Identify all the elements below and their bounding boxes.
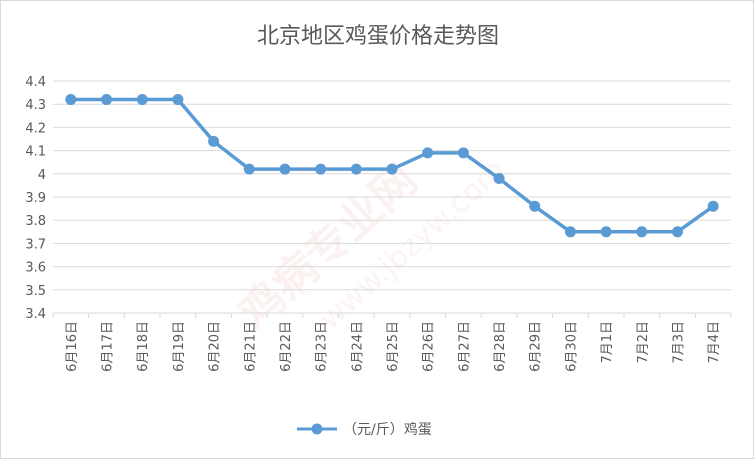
legend-marker: [311, 423, 323, 435]
y-tick-label: 4.3: [25, 98, 46, 113]
x-tick-label: 6月26日: [422, 321, 437, 372]
y-tick-label: 4.2: [25, 121, 46, 136]
x-tick-label: 6月19日: [172, 321, 187, 372]
x-tick-label: 7月3日: [671, 321, 686, 364]
data-point: [136, 94, 148, 106]
x-tick-label: 6月25日: [386, 321, 401, 372]
data-point: [315, 163, 327, 175]
x-tick-label: 6月17日: [101, 321, 116, 372]
data-point: [600, 226, 612, 238]
x-tick-label: 7月4日: [707, 321, 722, 364]
data-point: [529, 200, 541, 212]
x-tick-label: 6月23日: [315, 321, 330, 372]
x-tick-label: 6月18日: [136, 321, 151, 372]
data-point: [208, 135, 220, 147]
x-tick-label: 6月22日: [279, 321, 294, 372]
y-tick-label: 3.4: [25, 307, 46, 322]
x-tick-label: 6月16日: [65, 321, 80, 372]
y-axis-ticks: 3.4 3.5 3.6 3.7 3.8 3.9 4 4.1 4.2 4.3 4.4: [25, 75, 46, 322]
data-point: [172, 94, 184, 106]
x-tick-label: 6月24日: [350, 321, 365, 372]
x-tick-label: 7月2日: [636, 321, 651, 364]
y-tick-label: 3.9: [25, 191, 46, 206]
x-tick-label: 6月28日: [493, 321, 508, 372]
data-point: [636, 226, 648, 238]
y-tick-label: 3.6: [25, 261, 46, 276]
x-tick-label: 7月1日: [600, 321, 615, 364]
legend: （元/斤）鸡蛋: [297, 421, 432, 438]
data-point: [386, 163, 398, 175]
data-point: [422, 147, 434, 159]
y-tick-label: 4.1: [25, 145, 46, 160]
data-point: [493, 172, 505, 184]
data-point: [350, 163, 362, 175]
data-point: [243, 163, 255, 175]
x-axis-ticks: 6月16日 6月17日 6月18日 6月19日 6月20日 6月21日 6月22日 6月23日…: [52, 313, 732, 372]
chart-title: 北京地区鸡蛋价格走势图: [257, 24, 499, 49]
x-tick-label: 6月30日: [564, 321, 579, 372]
watermark: 鸡病专业网 www.jbzyw.com: [229, 153, 512, 340]
x-tick-label: 6月21日: [243, 321, 258, 372]
data-point: [65, 94, 77, 106]
series-eggs: [65, 94, 719, 238]
y-tick-label: 4.4: [25, 75, 46, 90]
y-tick-label: 3.5: [25, 284, 46, 299]
y-tick-label: 3.7: [25, 237, 46, 252]
data-point: [671, 226, 683, 238]
x-tick-label: 6月29日: [529, 321, 544, 372]
y-tick-label: 3.8: [25, 214, 46, 229]
data-point: [707, 200, 719, 212]
data-point: [101, 94, 113, 106]
x-tick-label: 6月27日: [457, 321, 472, 372]
data-point: [457, 147, 469, 159]
y-tick-label: 4: [38, 168, 46, 183]
data-point: [564, 226, 576, 238]
x-tick-label: 6月20日: [208, 321, 223, 372]
data-point: [279, 163, 291, 175]
legend-label: （元/斤）鸡蛋: [343, 421, 432, 438]
